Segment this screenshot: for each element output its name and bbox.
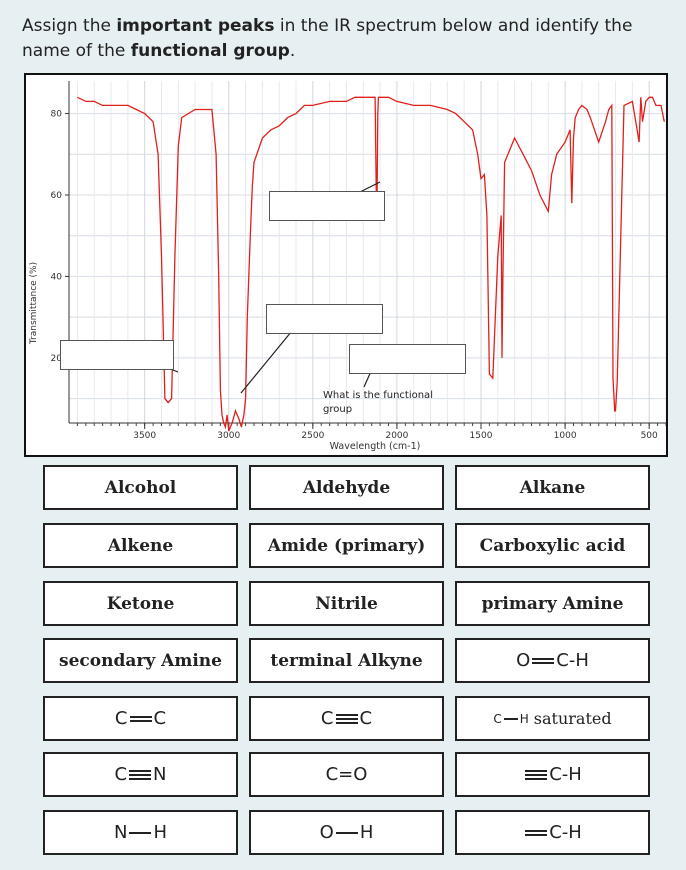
formula-atom-o: O: [319, 822, 334, 843]
formula-atom-ch: C-H: [556, 650, 589, 671]
single-bond-icon: [335, 830, 358, 836]
answer-drop-box-2[interactable]: [269, 191, 385, 221]
tile-hydroxyl-oh[interactable]: O H: [249, 810, 444, 855]
double-bond-icon: [525, 828, 548, 838]
tile-label: secondary Amine: [59, 650, 222, 671]
question-bold-important-peaks: important peaks: [116, 16, 275, 36]
formula-suffix: saturated: [533, 709, 612, 728]
formula-atom-c: C: [153, 708, 167, 729]
question-part-2: in the IR spectrum below and identify th…: [22, 16, 633, 61]
y-tick-label: 80: [51, 110, 63, 120]
tile-alkyne-cc[interactable]: C C: [249, 696, 444, 741]
tile-alkene-ch[interactable]: C-H: [455, 810, 650, 855]
tile-ketone[interactable]: Ketone: [43, 581, 238, 626]
tile-primary-amine[interactable]: primary Amine: [455, 581, 650, 626]
formula-atom-h: H: [359, 822, 374, 843]
triple-bond-icon: [129, 768, 152, 782]
single-bond-icon: [503, 716, 518, 722]
formula-carbonyl: C=O: [325, 764, 368, 785]
answer-drop-box-4[interactable]: [349, 344, 466, 374]
tile-label: Aldehyde: [302, 477, 391, 498]
tile-alkane[interactable]: Alkane: [455, 465, 650, 510]
tile-aldehyde-ch[interactable]: O C-H: [455, 638, 650, 683]
y-tick-label: 40: [51, 272, 63, 282]
formula-atom-ch: C-H: [549, 822, 582, 843]
tile-carbonyl-co[interactable]: C=O: [249, 752, 444, 797]
formula-atom-c: C: [359, 708, 373, 729]
tile-nitrile[interactable]: Nitrile: [249, 581, 444, 626]
tile-alkene-cc[interactable]: C C: [43, 696, 238, 741]
formula-atom-h: H: [153, 822, 167, 843]
tile-amine-nh[interactable]: N H: [43, 810, 238, 855]
x-tick-label: 1500: [470, 431, 493, 441]
ir-spectrum-chart: 80 60 40 20 3500 3000 2500 2000 1500 1000 500 Wha…: [29, 81, 666, 452]
tile-label: Ketone: [106, 593, 175, 614]
question-part-3: .: [289, 41, 296, 61]
tile-terminal-alkyne[interactable]: terminal Alkyne: [249, 638, 444, 683]
y-tick-label: 60: [51, 191, 63, 201]
ir-spectrum-panel: 80 60 40 20 3500 3000 2500 2000 1500 1000 500 Wha…: [24, 73, 668, 457]
double-bond-icon: [532, 656, 555, 666]
formula-atom-ch: C-H: [549, 764, 582, 785]
question-part-1: Assign the: [22, 16, 117, 36]
tile-ch-saturated[interactable]: C H saturated: [455, 696, 650, 741]
single-bond-icon: [129, 830, 152, 836]
x-tick-label: 3500: [133, 431, 156, 441]
formula-atom-n: N: [153, 764, 167, 785]
x-tick-label: 1000: [554, 431, 577, 441]
tile-alkyne-ch[interactable]: C-H: [455, 752, 650, 797]
triple-bond-icon: [335, 712, 358, 726]
formula-atom-c: C: [114, 708, 128, 729]
tile-secondary-amine[interactable]: secondary Amine: [43, 638, 238, 683]
tile-label: Alkane: [519, 477, 586, 498]
double-bond-icon: [129, 714, 152, 724]
triple-bond-icon: [525, 768, 548, 782]
formula-atom-c: C: [493, 711, 502, 726]
tile-label: Alcohol: [104, 477, 177, 498]
tile-label: Amide (primary): [267, 535, 426, 556]
tile-label: primary Amine: [481, 593, 624, 614]
annotation-line-2: group: [323, 404, 352, 415]
annotation-line-1: What is the functional: [323, 390, 433, 401]
transmittance-series-line: [77, 96, 665, 432]
formula-atom-c: C: [320, 708, 334, 729]
tile-alkene[interactable]: Alkene: [43, 523, 238, 568]
tile-label: Nitrile: [315, 593, 378, 614]
tile-label: Carboxylic acid: [479, 535, 626, 556]
question-bold-functional-group: functional group: [130, 41, 290, 61]
answer-drop-box-1[interactable]: [60, 340, 174, 370]
formula-atom-n: N: [113, 822, 128, 843]
tile-aldehyde[interactable]: Aldehyde: [249, 465, 444, 510]
formula-atom-h: H: [519, 711, 529, 726]
x-tick-label: 2000: [385, 431, 408, 441]
x-tick-label: 500: [641, 431, 658, 441]
grid: [69, 81, 666, 423]
tile-label: terminal Alkyne: [270, 650, 423, 671]
x-tick-label: 2500: [301, 431, 324, 441]
tile-nitrile-cn[interactable]: C N: [43, 752, 238, 797]
y-axis-label: Transmittance (%): [29, 262, 39, 345]
question-text: Assign the important peaks in the IR spe…: [22, 14, 662, 64]
tile-amide-primary[interactable]: Amide (primary): [249, 523, 444, 568]
tile-label: Alkene: [107, 535, 174, 556]
tile-alcohol[interactable]: Alcohol: [43, 465, 238, 510]
x-axis-label: Wavelength (cm-1): [330, 441, 421, 452]
y-tick-label: 20: [51, 354, 63, 364]
x-tick-label: 3000: [217, 431, 240, 441]
answer-drop-box-3[interactable]: [266, 304, 383, 334]
formula-atom-c: C: [114, 764, 128, 785]
formula-atom-o: O: [516, 650, 531, 671]
pointer-line: [240, 325, 297, 394]
tile-carboxylic-acid[interactable]: Carboxylic acid: [455, 523, 650, 568]
